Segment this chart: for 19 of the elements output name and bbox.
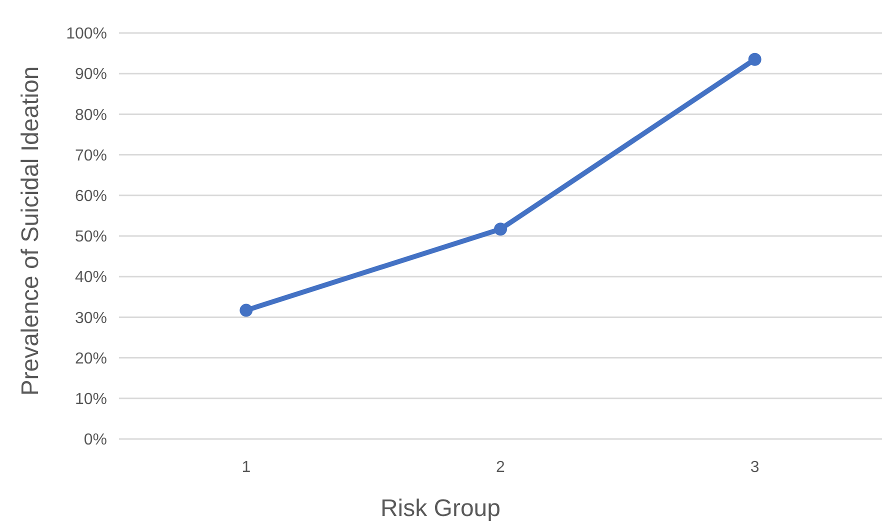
- y-axis-title: Prevalence of Suicidal Ideation: [17, 66, 44, 396]
- x-tick-label: 2: [496, 459, 506, 476]
- y-tick-label: 40%: [74, 269, 107, 286]
- y-tick-label: 70%: [74, 147, 107, 164]
- y-tick-label: 90%: [74, 66, 107, 84]
- y-tick-label: 50%: [74, 228, 107, 246]
- y-tick-label: 60%: [74, 188, 107, 205]
- x-tick-label: 1: [242, 459, 251, 476]
- y-tick-label: 80%: [74, 106, 107, 124]
- y-tick-label: 20%: [74, 350, 107, 368]
- x-tick-label: 3: [750, 459, 760, 476]
- y-tick-label: 10%: [74, 391, 107, 408]
- point: [748, 52, 762, 66]
- x-axis-title: Risk Group: [380, 495, 501, 522]
- y-tick-label: 0%: [84, 432, 107, 449]
- point: [494, 222, 507, 236]
- point: [240, 304, 253, 317]
- y-tick-label: 30%: [74, 310, 107, 327]
- y-tick-label: 100%: [66, 26, 107, 43]
